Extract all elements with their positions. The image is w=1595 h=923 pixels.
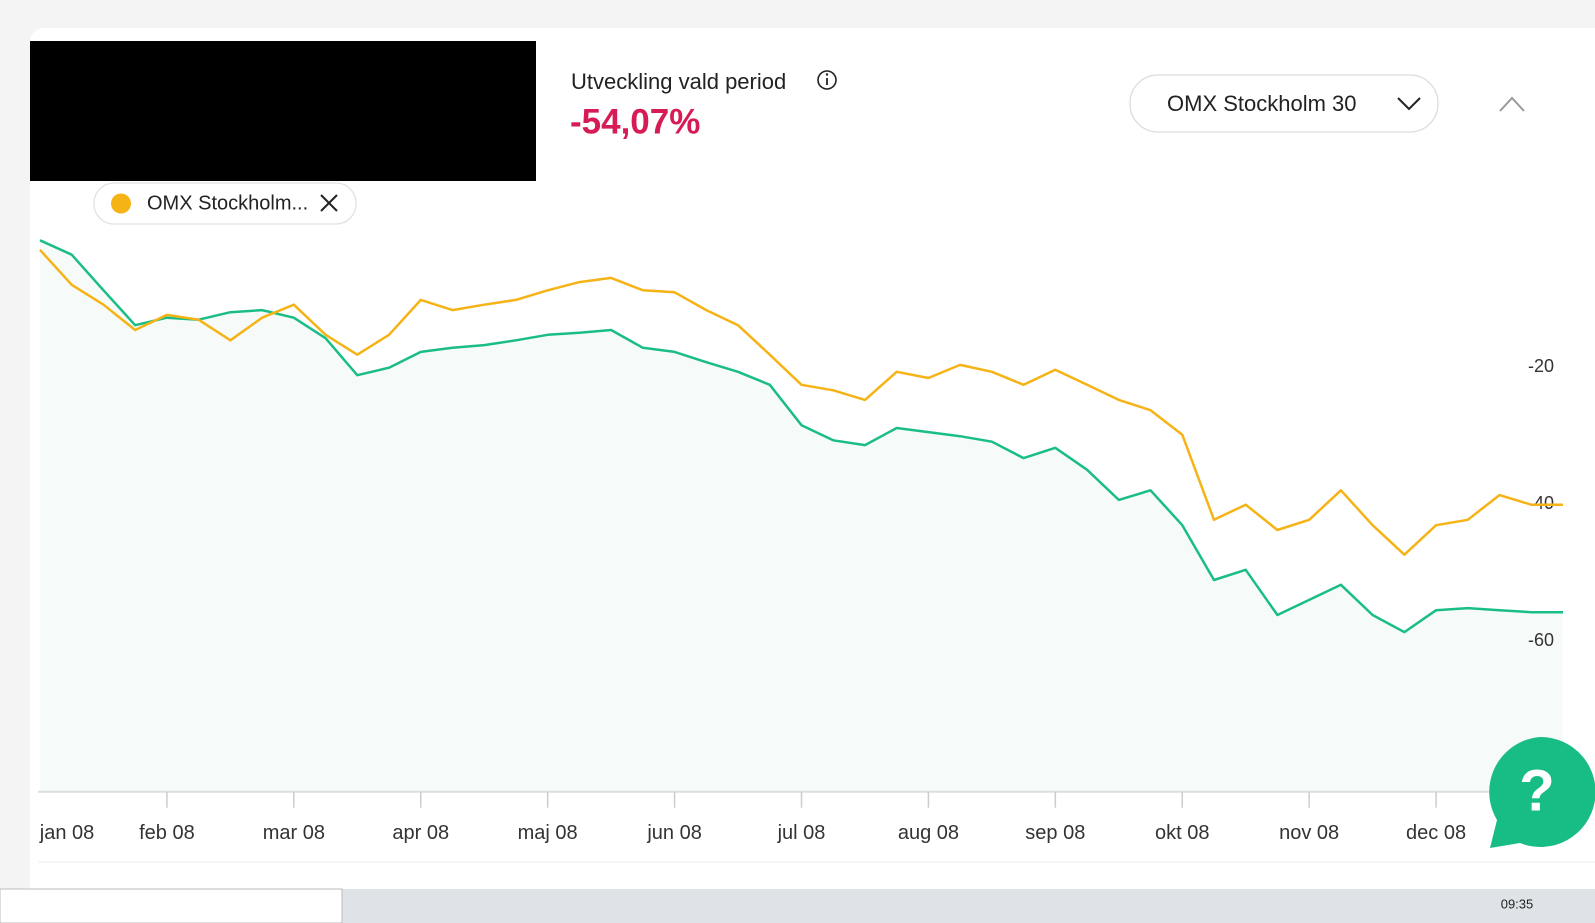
taskbar-clock: 09:35 bbox=[1501, 896, 1534, 911]
series-line bbox=[39, 239, 1563, 634]
help-label: ? bbox=[1519, 758, 1554, 823]
redacted-box bbox=[30, 41, 536, 181]
dropdown-label: OMX Stockholm 30 bbox=[1167, 91, 1357, 116]
x-tick-label: nov 08 bbox=[1279, 822, 1339, 844]
info-icon[interactable] bbox=[817, 70, 837, 90]
legend-dot bbox=[111, 193, 131, 214]
x-tick-label: aug 08 bbox=[898, 822, 959, 844]
legend-chip[interactable]: OMX Stockholm... bbox=[93, 182, 357, 225]
x-tick-label: feb 08 bbox=[139, 822, 195, 844]
x-tick-label: jan 08 bbox=[39, 822, 95, 844]
area-fill bbox=[40, 240, 1563, 792]
collapse-button[interactable] bbox=[1499, 96, 1525, 112]
x-tick-label: jun 08 bbox=[646, 822, 702, 844]
x-tick-label: mar 08 bbox=[263, 822, 325, 844]
y-tick-label: -40 bbox=[1528, 493, 1554, 513]
x-tick-label: jul 08 bbox=[777, 822, 826, 844]
plot: -20 -40 -60 jan 08 feb 08 mar 08 apr 08 maj 08 j… bbox=[38, 239, 1595, 844]
x-tick-label: apr 08 bbox=[392, 822, 449, 844]
period-change: -54,07% bbox=[570, 102, 700, 141]
legend-label: OMX Stockholm... bbox=[147, 192, 308, 214]
x-tick-label: sep 08 bbox=[1025, 822, 1085, 844]
y-tick-label: -60 bbox=[1528, 630, 1554, 650]
x-tick-label: okt 08 bbox=[1155, 822, 1209, 844]
x-tick-label: dec 08 bbox=[1406, 822, 1466, 844]
x-tick-label: maj 08 bbox=[518, 822, 578, 844]
help-button[interactable]: ? bbox=[1489, 736, 1595, 848]
y-tick-label: -20 bbox=[1528, 356, 1554, 376]
index-dropdown[interactable]: OMX Stockholm 30 bbox=[1129, 74, 1439, 133]
period-title: Utveckling vald period bbox=[571, 69, 786, 94]
remove-icon[interactable] bbox=[320, 194, 338, 212]
series-line bbox=[39, 249, 1563, 556]
taskbar-search[interactable] bbox=[0, 888, 343, 923]
